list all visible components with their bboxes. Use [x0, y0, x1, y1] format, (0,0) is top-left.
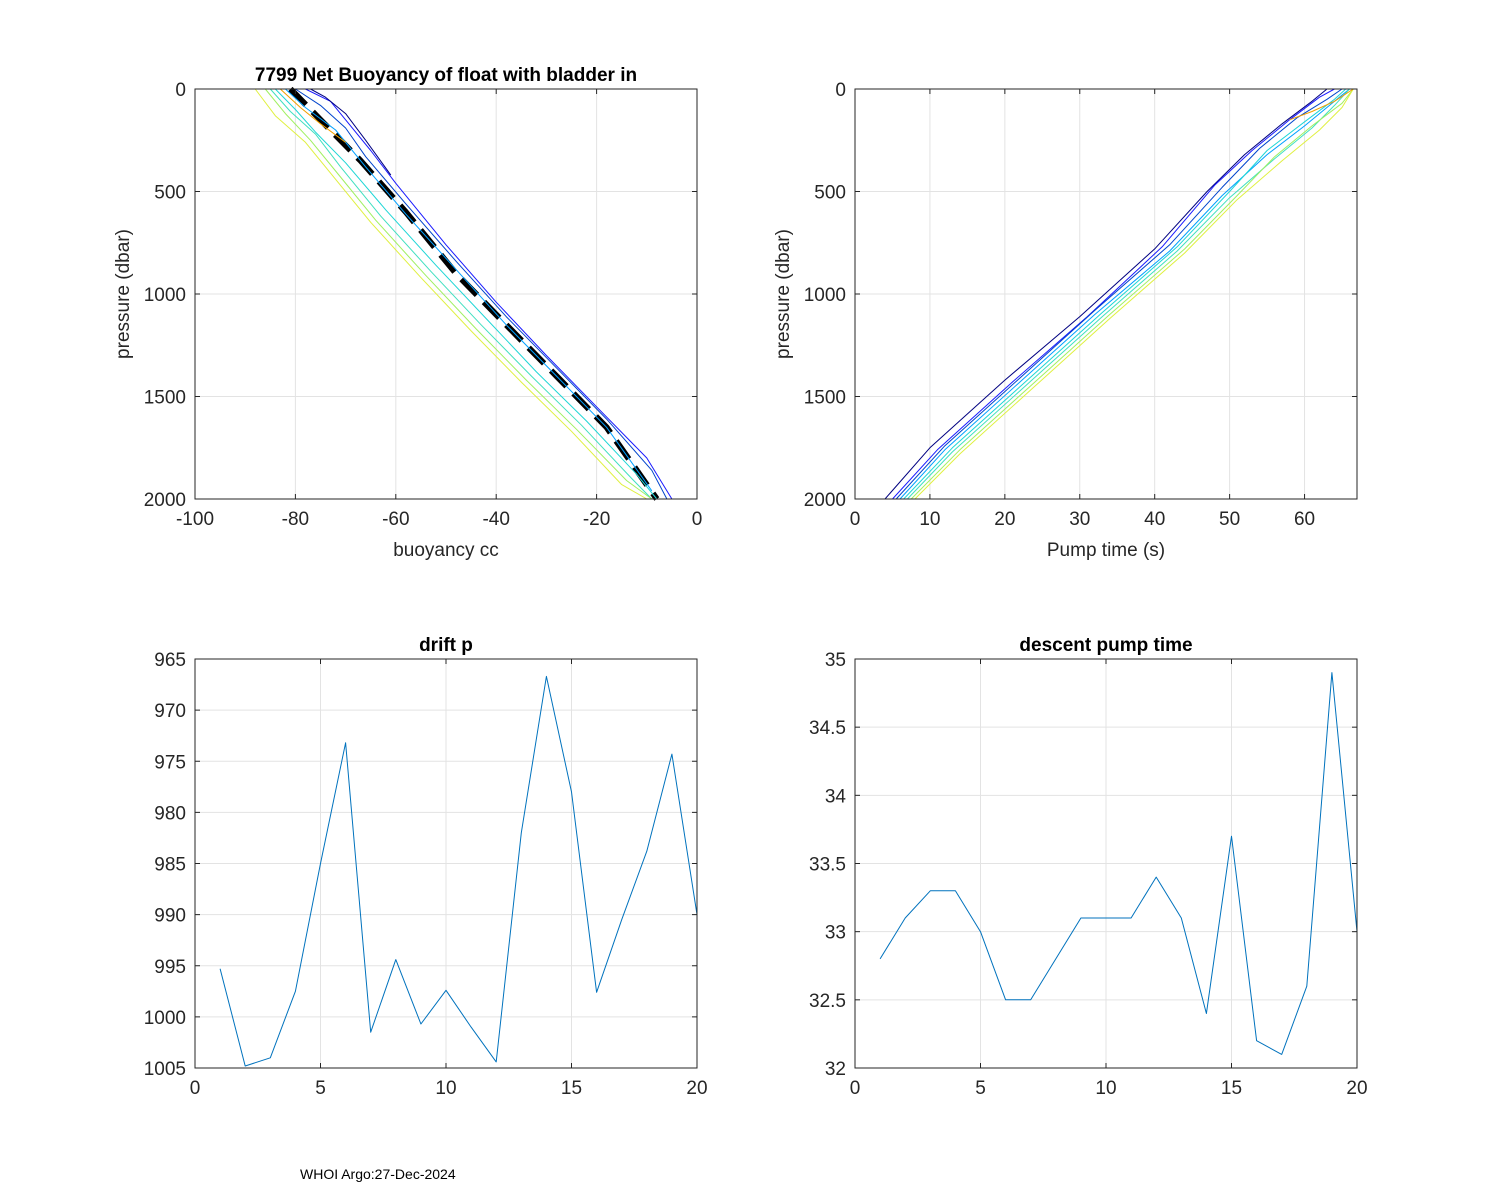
buoyancy-series-line: [295, 88, 668, 500]
descent-pump-time-ytick-label: 33.5: [809, 855, 846, 876]
drift-p-ytick-label: 970: [154, 701, 186, 722]
drift-p-ytick-label: 975: [154, 752, 186, 773]
buoyancy-series-line: [254, 88, 648, 500]
buoyancy-title: 7799 Net Buoyancy of float with bladder …: [255, 65, 637, 86]
buoyancy-ylabel: pressure (dbar): [113, 229, 134, 359]
buoyancy-series-line: [310, 88, 392, 176]
descent-pump-time-series-line: [879, 672, 1358, 1055]
pump-time-xtick-label: 60: [1294, 509, 1315, 530]
pump-time-xlabel: Pump time (s): [1047, 540, 1165, 561]
buoyancy-xtick-label: -20: [583, 509, 610, 530]
descent-pump-time-xtick-label: 10: [1095, 1078, 1116, 1099]
pump-time-series-line: [895, 88, 1343, 500]
buoyancy-series-line: [279, 88, 346, 143]
drift-p-ytick-label: 1000: [144, 1008, 186, 1029]
buoyancy-xtick-label: -60: [382, 509, 409, 530]
descent-pump-time-panel: 0 5 10 15 20 32 32.5 33 33.5 34 34.5 35 descent pum…: [809, 635, 1368, 1099]
pump-time-panel: 0 10 20 30 40 50 60 0 500 1000 1500 2000 Pump time …: [773, 80, 1358, 561]
drift-p-ytick-label: 990: [154, 906, 186, 927]
buoyancy-series-line: [274, 88, 658, 500]
pump-time-series-line: [884, 88, 1328, 500]
buoyancy-ytick-label: 500: [154, 183, 186, 204]
buoyancy-ytick-label: 2000: [144, 490, 186, 511]
buoyancy-series-line: [285, 88, 653, 492]
pump-time-xtick-label: 30: [1069, 509, 1090, 530]
buoyancy-ytick-label: 1500: [144, 388, 186, 409]
drift-p-ytick-label: 965: [154, 650, 186, 671]
pump-time-ytick-label: 2000: [804, 490, 846, 511]
drift-p-title: drift p: [419, 635, 473, 656]
buoyancy-xtick-label: 0: [692, 509, 703, 530]
pump-time-series-line: [899, 88, 1350, 500]
pump-time-xtick-label: 20: [994, 509, 1015, 530]
drift-p-xtick-label: 10: [435, 1078, 456, 1099]
pump-time-ytick-label: 500: [814, 183, 846, 204]
drift-p-xtick-label: 20: [686, 1078, 707, 1099]
descent-pump-time-xtick-label: 5: [975, 1078, 986, 1099]
descent-pump-time-ytick-label: 34.5: [809, 718, 846, 739]
buoyancy-series-line: [269, 88, 653, 500]
pump-time-ytick-label: 1500: [804, 388, 846, 409]
drift-p-xtick-label: 5: [315, 1078, 326, 1099]
descent-pump-time-title: descent pump time: [1019, 635, 1192, 656]
pump-time-series-line: [914, 88, 1354, 500]
drift-p-ytick-label: 1005: [144, 1059, 186, 1080]
drift-p-ytick-label: 995: [154, 957, 186, 978]
pump-time-series-line: [910, 88, 1354, 500]
pump-time-ytick-label: 1000: [804, 285, 846, 306]
pump-time-series-line: [907, 88, 1350, 500]
drift-p-xtick-label: 0: [190, 1078, 201, 1099]
drift-p-series-line: [219, 675, 698, 1067]
buoyancy-xtick-label: -40: [482, 509, 509, 530]
drift-p-xtick-label: 15: [561, 1078, 582, 1099]
descent-pump-time-ytick-label: 32.5: [809, 991, 846, 1012]
pump-time-xtick-label: 40: [1144, 509, 1165, 530]
pump-time-series-line: [892, 88, 1335, 500]
footer-stamp: WHOI Argo:27-Dec-2024: [300, 1166, 456, 1182]
pump-time-xtick-label: 0: [850, 509, 861, 530]
descent-pump-time-xtick-label: 0: [850, 1078, 861, 1099]
descent-pump-time-ytick-label: 33: [825, 923, 846, 944]
descent-pump-time-xtick-label: 15: [1221, 1078, 1242, 1099]
buoyancy-series-line: [264, 88, 653, 500]
pump-time-ytick-label: 0: [835, 80, 846, 101]
buoyancy-panel: -100 -80 -60 -40 -20 0 0 500 1000 1500 2000 7799 N…: [113, 65, 702, 561]
drift-p-ytick-label: 980: [154, 803, 186, 824]
pump-time-ylabel: pressure (dbar): [773, 229, 794, 359]
descent-pump-time-ytick-label: 35: [825, 650, 846, 671]
buoyancy-xtick-label: -100: [176, 509, 214, 530]
buoyancy-ytick-label: 1000: [144, 285, 186, 306]
pump-time-xtick-label: 50: [1219, 509, 1240, 530]
descent-pump-time-xtick-label: 20: [1346, 1078, 1367, 1099]
drift-p-ytick-label: 985: [154, 855, 186, 876]
descent-pump-time-ytick-label: 32: [825, 1059, 846, 1080]
buoyancy-ytick-label: 0: [175, 80, 186, 101]
pump-time-series-line: [1289, 88, 1354, 121]
pump-time-series-line: [903, 88, 1347, 500]
buoyancy-xlabel: buoyancy cc: [393, 540, 499, 561]
descent-pump-time-ytick-label: 34: [825, 786, 847, 807]
pump-time-xtick-label: 10: [919, 509, 940, 530]
drift-p-panel: 0 5 10 15 20 965 970 975 980 985 990 995 1000 1005 dr…: [144, 635, 708, 1099]
buoyancy-series-line: [305, 88, 673, 500]
buoyancy-xtick-label: -80: [282, 509, 309, 530]
